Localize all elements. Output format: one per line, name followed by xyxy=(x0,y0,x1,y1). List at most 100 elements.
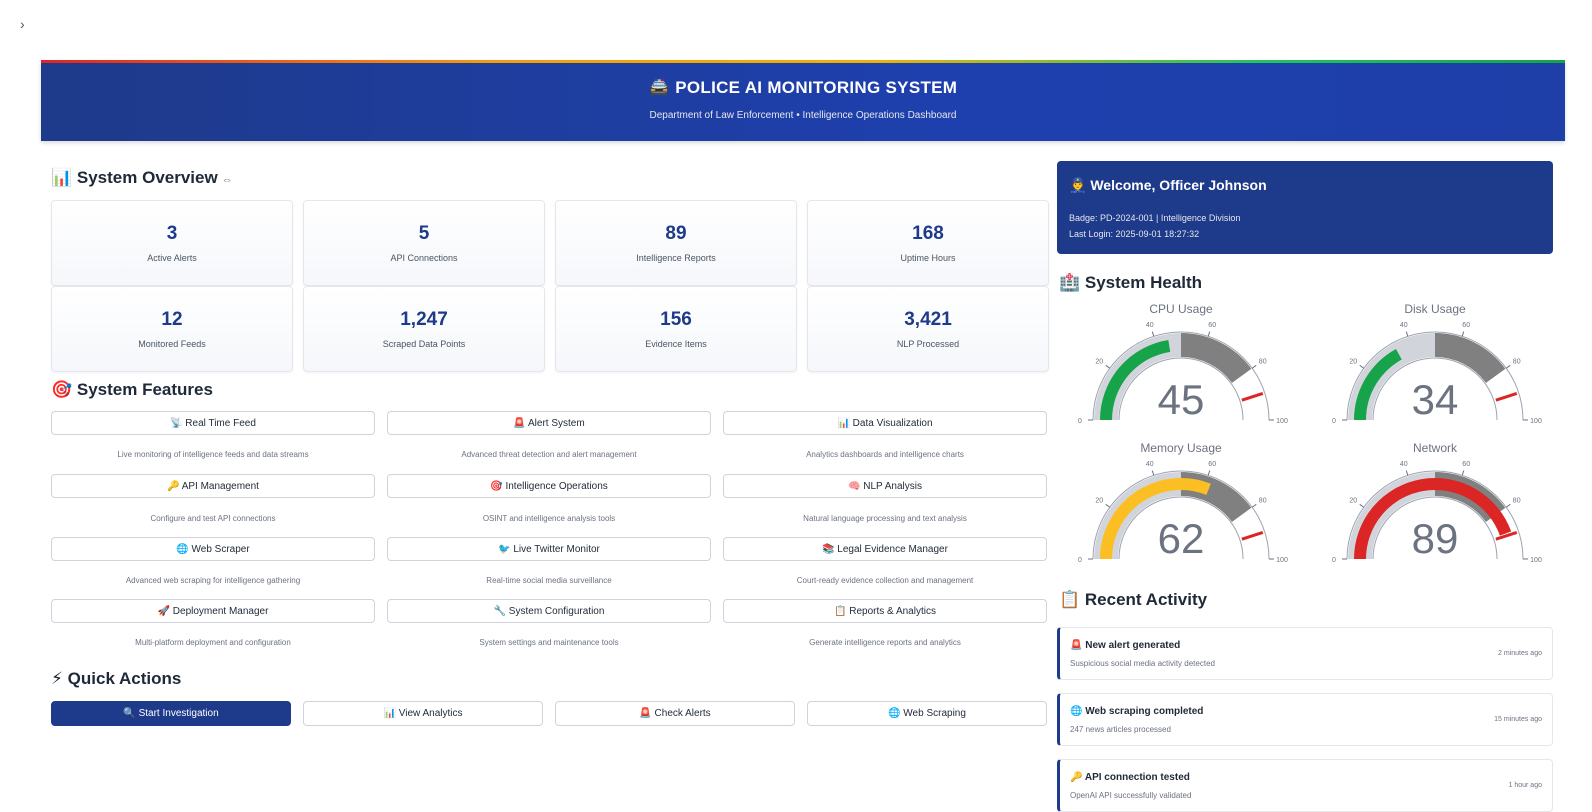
activity-item[interactable]: 🌐 Web scraping completed 247 news articl… xyxy=(1057,693,1553,746)
gauge-tick xyxy=(1105,364,1111,369)
gauge-tick xyxy=(1461,470,1465,476)
metric-label: Intelligence Reports xyxy=(636,253,716,263)
feature-intelligence-operations-button[interactable]: 🎯 Intelligence Operations xyxy=(387,474,711,498)
system-features-title: 🎯 System Features xyxy=(51,380,213,399)
feature-description: Advanced threat detection and alert mana… xyxy=(461,450,637,459)
gauge-tick-label: 20 xyxy=(1349,359,1357,366)
gauge-value: 34 xyxy=(1412,376,1459,423)
metric-card-api-connections: 5 API Connections xyxy=(303,200,545,286)
system-health-title: 🏥 System Health xyxy=(1059,273,1203,292)
system-overview-title: 📊 System Overview ⇔ xyxy=(51,168,233,188)
activity-description: Suspicious social media activity detecte… xyxy=(1070,659,1215,668)
gauge-memory-usage: 0 20 40 60 80 100 62 Memory Usage xyxy=(1071,441,1291,571)
feature-real-time-feed-button[interactable]: 📡 Real Time Feed xyxy=(51,411,375,435)
feature-api-management-button[interactable]: 🔑 API Management xyxy=(51,474,375,498)
metric-label: Evidence Items xyxy=(645,339,707,349)
gauge-tick-label: 60 xyxy=(1462,322,1470,329)
gauge-tick-label: 80 xyxy=(1513,359,1521,366)
page-subtitle: Department of Law Enforcement • Intellig… xyxy=(649,110,957,121)
gauge-svg: 0 20 40 60 80 100 45 xyxy=(1078,322,1288,425)
feature-description: Analytics dashboards and intelligence ch… xyxy=(806,450,964,459)
feature-legal-evidence-manager-button[interactable]: 📚 Legal Evidence Manager xyxy=(723,537,1047,561)
feature-deployment-manager-button[interactable]: 🚀 Deployment Manager xyxy=(51,599,375,623)
gauge-tick-label: 0 xyxy=(1078,557,1082,564)
gauge-tick-label: 0 xyxy=(1332,418,1336,425)
gauge-inner-line xyxy=(1118,357,1244,421)
gauge-tick-label: 0 xyxy=(1078,418,1082,425)
gauge-svg: 0 20 40 60 80 100 34 xyxy=(1332,322,1542,425)
gauge-tick xyxy=(1461,331,1465,337)
gauge-title: Disk Usage xyxy=(1404,302,1466,316)
web-scraping-button[interactable]: 🌐 Web Scraping xyxy=(807,701,1047,726)
gauge-tick-label: 100 xyxy=(1530,418,1542,425)
feature-description: Court-ready evidence collection and mana… xyxy=(796,576,974,585)
sidebar-toggle-icon[interactable]: › xyxy=(20,16,25,32)
gauge-value: 45 xyxy=(1158,376,1205,423)
feature-data-visualization-button[interactable]: 📊 Data Visualization xyxy=(723,411,1047,435)
gauge-value-bar xyxy=(1354,477,1512,560)
activity-item[interactable]: 🔑 API connection tested OpenAI API succe… xyxy=(1057,759,1553,812)
gauge-frame xyxy=(1346,470,1524,560)
feature-description: Live monitoring of intelligence feeds an… xyxy=(117,450,309,459)
feature-system-configuration-button[interactable]: 🔧 System Configuration xyxy=(387,599,711,623)
metric-card-uptime-hours: 168 Uptime Hours xyxy=(807,200,1049,286)
gauge-band-high xyxy=(1434,333,1506,384)
feature-description: Natural language processing and text ana… xyxy=(803,514,967,523)
gauge-tick xyxy=(1207,331,1211,337)
feature-description: Generate intelligence reports and analyt… xyxy=(809,638,961,647)
metric-card-active-alerts: 3 Active Alerts xyxy=(51,200,293,286)
metric-value: 12 xyxy=(161,309,183,330)
system-overview-heading: 📊 System Overview xyxy=(51,168,218,187)
start-investigation-button[interactable]: 🔍 Start Investigation xyxy=(51,701,291,726)
recent-activity-title: 📋 Recent Activity xyxy=(1059,590,1208,609)
metric-value: 5 xyxy=(418,223,430,244)
feature-description: Configure and test API connections xyxy=(150,514,276,523)
gauge-tick-label: 40 xyxy=(1400,461,1408,468)
anchor-link-icon[interactable]: ⇔ xyxy=(221,174,233,186)
gauge-tick-label: 80 xyxy=(1259,359,1267,366)
feature-description: Multi-platform deployment and configurat… xyxy=(135,638,291,647)
metric-value: 3,421 xyxy=(904,309,952,330)
gauge-title: Network xyxy=(1412,441,1457,455)
badge-info: Badge: PD-2024-001 | Intelligence Divisi… xyxy=(1069,213,1241,223)
gauge-tick-label: 100 xyxy=(1276,418,1288,425)
activity-time: 1 hour ago xyxy=(1508,782,1542,789)
header-accent-bar xyxy=(41,60,1565,63)
gauge-tick-label: 20 xyxy=(1095,359,1103,366)
feature-alert-system-button[interactable]: 🚨 Alert System xyxy=(387,411,711,435)
metric-label: Scraped Data Points xyxy=(382,339,466,349)
gauge-threshold-marker xyxy=(1241,391,1264,402)
gauge-tick xyxy=(1151,470,1155,476)
feature-description: Real-time social media surveillance xyxy=(486,576,612,585)
gauge-inner-line xyxy=(1118,496,1244,560)
activity-description: 247 news articles processed xyxy=(1070,725,1171,734)
feature-web-scraper-button[interactable]: 🌐 Web Scraper xyxy=(51,537,375,561)
gauge-tick xyxy=(1405,331,1409,337)
gauge-value: 89 xyxy=(1412,515,1459,562)
activity-item[interactable]: 🚨 New alert generated Suspicious social … xyxy=(1057,627,1553,680)
gauge-tick-label: 40 xyxy=(1146,322,1154,329)
gauge-tick-label: 60 xyxy=(1208,461,1216,468)
metric-label: Monitored Feeds xyxy=(138,339,206,349)
gauge-tick xyxy=(1105,503,1111,508)
gauge-threshold-marker xyxy=(1495,391,1518,402)
metric-card-evidence-items: 156 Evidence Items xyxy=(555,286,797,372)
gauge-svg: 0 20 40 60 80 100 89 xyxy=(1332,461,1542,564)
gauge-inner-line xyxy=(1372,496,1498,560)
metric-value: 1,247 xyxy=(400,309,448,330)
feature-live-twitter-monitor-button[interactable]: 🐦 Live Twitter Monitor xyxy=(387,537,711,561)
feature-reports-analytics-button[interactable]: 📋 Reports & Analytics xyxy=(723,599,1047,623)
gauge-tick-label: 80 xyxy=(1259,498,1267,505)
activity-title: 🔑 API connection tested xyxy=(1070,772,1190,783)
gauge-frame xyxy=(1092,331,1270,421)
feature-nlp-analysis-button[interactable]: 🧠 NLP Analysis xyxy=(723,474,1047,498)
gauge-network: 0 20 40 60 80 100 89 Network xyxy=(1325,441,1545,571)
gauge-frame xyxy=(1346,331,1524,421)
activity-time: 15 minutes ago xyxy=(1494,716,1542,723)
metric-label: NLP Processed xyxy=(896,339,960,349)
gauge-tick-label: 100 xyxy=(1530,557,1542,564)
view-analytics-button[interactable]: 📊 View Analytics xyxy=(303,701,543,726)
gauge-frame xyxy=(1092,470,1270,560)
welcome-title: 👮 Welcome, Officer Johnson xyxy=(1069,177,1267,193)
check-alerts-button[interactable]: 🚨 Check Alerts xyxy=(555,701,795,726)
